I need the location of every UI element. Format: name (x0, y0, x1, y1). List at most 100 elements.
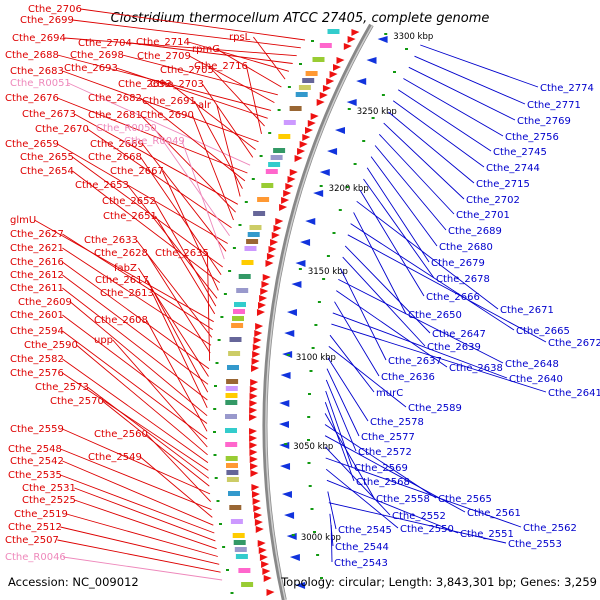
right-gene-label: Cthe_2678 (436, 274, 490, 285)
forward-gene-arrow (263, 575, 272, 582)
reverse-gene-arrow (366, 57, 377, 64)
right-leader-line (392, 100, 485, 168)
right-gene-label: Cthe_2672 (548, 338, 600, 349)
right-leader-line (330, 524, 333, 563)
inner-tick (307, 439, 310, 441)
left-leader-line (253, 36, 286, 80)
left-gene-label: Cthe_2576 (10, 368, 64, 379)
left-leader-line (62, 460, 214, 526)
forward-gene-arrow (310, 113, 319, 120)
right-gene-label: Cthe_2666 (426, 292, 480, 303)
left-leader-line (57, 54, 272, 111)
left-gene-label: Cthe_2531 (22, 483, 76, 494)
left-gene-label: Cthe_2703 (150, 79, 204, 90)
right-gene-label: Cthe_2637 (388, 356, 442, 367)
left-leader-line (72, 156, 223, 268)
reverse-gene-arrow (279, 400, 290, 407)
cog-color-block (234, 547, 247, 552)
right-gene-label: Cthe_2553 (508, 539, 562, 550)
left-leader-line (216, 48, 282, 88)
forward-gene-arrow (250, 470, 259, 477)
cog-color-block (283, 120, 296, 125)
left-gene-label: Cthe_2507 (5, 535, 59, 546)
kbp-label: 3050 kbp (293, 442, 333, 452)
inner-tick (405, 48, 408, 50)
cog-color-block (249, 225, 262, 230)
right-gene-label: Cthe_2745 (493, 147, 547, 158)
cog-color-block (225, 456, 238, 461)
inner-tick (371, 117, 375, 119)
reverse-gene-arrow (286, 533, 297, 540)
tick-group (213, 40, 408, 594)
outer-tick (311, 40, 314, 42)
left-gene-label: Cthe_2621 (10, 243, 64, 254)
right-gene-label: Cthe_2577 (361, 432, 415, 443)
forward-gene-arrow (249, 386, 258, 393)
left-gene-label: Cthe_2681 (88, 110, 142, 121)
right-gene-label: Cthe_2769 (517, 116, 571, 127)
forward-gene-arrow (251, 358, 260, 365)
cog-color-block (225, 393, 238, 398)
left-leader-line (62, 314, 208, 424)
left-gene-label: Cthe_2688 (5, 50, 59, 61)
forward-gene-arrow (249, 456, 258, 463)
inner-tick (317, 301, 321, 303)
left-leader-line (154, 200, 217, 307)
left-leader-line (62, 428, 211, 495)
left-leader-line (67, 82, 251, 166)
right-leader-line (370, 156, 438, 247)
right-label-group: Cthe_2774 Cthe_2771 Cthe_2769 Cthe_2756 Cthe… (334, 83, 600, 569)
cog-color-block (246, 239, 259, 244)
cog-color-block (225, 428, 237, 433)
outer-tick (228, 270, 232, 272)
left-gene-label: Cthe_R0049 (124, 136, 185, 147)
right-gene-label: Cthe_2544 (335, 542, 389, 553)
left-gene-label: Cthe_2616 (10, 257, 64, 268)
right-leader-line (329, 334, 375, 393)
reverse-gene-arrow (280, 372, 291, 379)
left-gene-label: Cthe_2512 (8, 522, 62, 533)
right-leader-line (325, 379, 357, 452)
cog-color-block (273, 148, 286, 153)
cog-color-block (241, 260, 254, 265)
kbp-label: 3250 kbp (357, 107, 397, 117)
forward-gene-arrow (351, 29, 360, 36)
forward-gene-arrow (271, 232, 280, 239)
outer-tick (214, 385, 217, 387)
cog-color-block (229, 337, 242, 342)
left-gene-label: fabZ (114, 263, 137, 274)
outer-tick (277, 109, 281, 111)
left-leader-line (151, 292, 208, 408)
left-leader-line (62, 261, 210, 370)
forward-gene-arrow (326, 78, 335, 85)
cog-color-block (312, 57, 325, 62)
forward-gene-arrow (251, 491, 260, 498)
right-gene-label: Cthe_2648 (505, 359, 559, 370)
left-gene-label: Cthe_2698 (70, 50, 124, 61)
forward-gene-arrow (294, 155, 303, 162)
outer-tick (251, 178, 255, 180)
reverse-gene-arrow (289, 554, 300, 561)
inner-tick (338, 209, 342, 211)
right-leader-line (336, 290, 448, 368)
right-leader-line (325, 468, 399, 529)
right-gene-label: Cthe_2639 (427, 342, 481, 353)
left-gene-label: Cthe_2694 (12, 33, 66, 44)
reverse-gene-arrow (300, 239, 311, 246)
inner-tick (393, 71, 396, 73)
cog-color-block (257, 197, 270, 202)
right-gene-label: Cthe_2771 (527, 100, 581, 111)
forward-gene-arrow (261, 281, 270, 288)
kbp-label: 3200 kbp (329, 184, 369, 194)
forward-gene-arrow (262, 568, 271, 575)
forward-gene-arrow (273, 225, 282, 232)
outer-tick (244, 201, 248, 203)
inner-tick (310, 508, 314, 510)
left-leader-line (202, 83, 254, 158)
right-leader-line (366, 167, 430, 263)
left-leader-line (161, 170, 219, 291)
forward-gene-arrow (252, 344, 261, 351)
left-leader-line (62, 233, 213, 330)
right-gene-label: Cthe_2640 (509, 374, 563, 385)
